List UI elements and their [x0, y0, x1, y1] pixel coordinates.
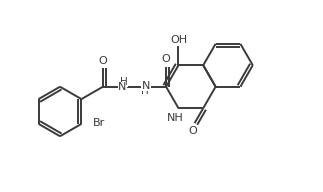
- Text: N: N: [142, 81, 151, 91]
- Text: Br: Br: [92, 118, 105, 128]
- Text: O: O: [162, 54, 171, 64]
- Text: NH: NH: [167, 113, 183, 123]
- Text: O: O: [188, 126, 197, 136]
- Text: O: O: [99, 55, 107, 65]
- Text: N: N: [118, 82, 126, 92]
- Text: OH: OH: [170, 35, 187, 45]
- Text: H: H: [120, 77, 128, 87]
- Text: H: H: [141, 86, 149, 96]
